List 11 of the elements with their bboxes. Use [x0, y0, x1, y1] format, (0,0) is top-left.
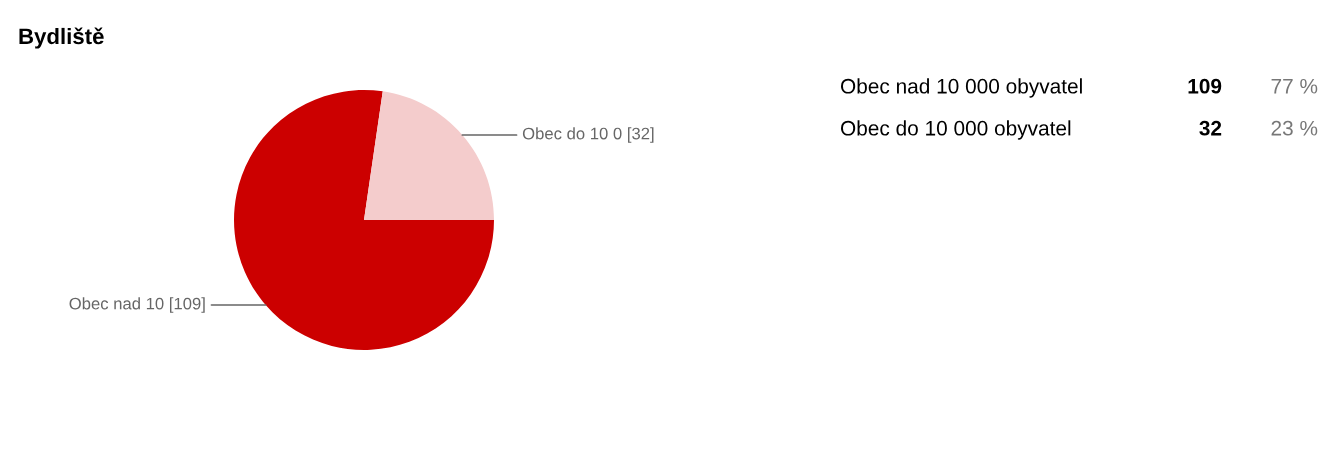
- text: 23 %: [1271, 120, 1318, 136]
- pie-slice: [364, 91, 494, 220]
- slice-label: Obec nad 10 [109]: [69, 297, 205, 313]
- slice-label: Obec do 10 0 [32]: [522, 127, 654, 143]
- text: 77 %: [1271, 78, 1318, 94]
- text: Obec nad 10 000 obyvatel: [840, 78, 1082, 98]
- text: 109: [1188, 78, 1222, 94]
- text: 32: [1199, 120, 1222, 136]
- text: Obec do 10 000 obyvatel: [840, 120, 1071, 140]
- pie-slice: [234, 90, 494, 350]
- chart-title: Bydliště: [19, 27, 104, 49]
